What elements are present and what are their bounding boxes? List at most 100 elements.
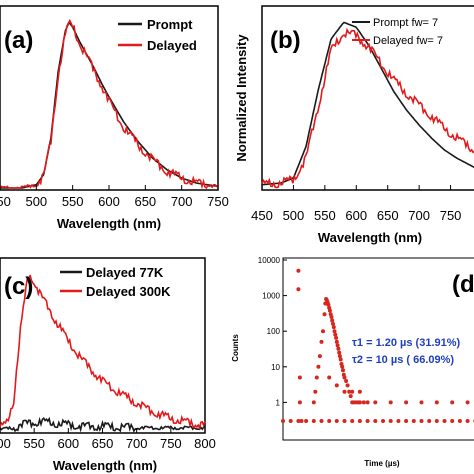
decay-point-1-11 (365, 419, 370, 423)
panel-c-series (0, 274, 206, 433)
decay-point-0-29 (335, 343, 340, 348)
decay-point-0-0 (296, 268, 301, 273)
decay-point-0-23 (331, 321, 335, 326)
panel-b-label: (b) (270, 27, 301, 54)
x-tick-label-b-5: 700 (408, 208, 430, 223)
panel-d-points (281, 268, 474, 423)
decay-point-0-3 (297, 400, 302, 405)
decay-point-1-18 (419, 419, 424, 423)
x-tick-label-c-0: 500 (0, 436, 11, 451)
decay-point-1-7 (334, 419, 339, 423)
decay-point-0-19 (327, 308, 332, 313)
decay-point-0-39 (344, 379, 349, 383)
panel-d-ylabel: Counts (231, 334, 240, 362)
legend-prompt-label: Prompt (147, 17, 193, 32)
x-tick-label-a-5: 700 (171, 194, 193, 209)
decay-point-1-4 (311, 419, 316, 423)
x-tick-label-c-1: 550 (23, 436, 45, 451)
decay-point-0-7 (314, 375, 319, 380)
decay-point-0-54 (357, 389, 362, 394)
legend-b-prompt-label: Prompt fw= 7 (373, 17, 438, 29)
panel-b-xlabel: Wavelength (nm) (318, 230, 422, 245)
x-tick-label-a-0: 450 (0, 194, 11, 209)
x-tick-label-c-2: 600 (57, 436, 79, 451)
decay-point-0-25 (332, 329, 337, 334)
y-tick-label-d-0: 1 (276, 398, 281, 407)
decay-point-1-6 (327, 419, 332, 423)
panel-a-label: (a) (4, 27, 33, 54)
decay-point-0-50 (327, 375, 332, 380)
panel-a: 450 500 550 600 650 700 750 (a) Prompt Delayed… (0, 5, 229, 231)
decay-point-1-15 (396, 419, 401, 423)
decay-point-0-26 (333, 332, 338, 337)
panel-c-x-ticks: 500 550 600 650 700 750 800 (0, 428, 216, 451)
decay-point-0-11 (321, 329, 325, 334)
x-tick-label-a-6: 750 (207, 194, 229, 209)
decay-point-1-12 (373, 419, 378, 423)
x-tick-label-c-3: 650 (92, 436, 114, 451)
decay-point-0-17 (326, 302, 331, 307)
x-tick-label-b-4: 650 (377, 208, 399, 223)
series-line-b-1 (261, 27, 474, 189)
panel-c-legend: Delayed 77K Delayed 300K (60, 265, 171, 299)
decay-point-0-24 (331, 325, 336, 330)
decay-point-0-10 (319, 339, 324, 344)
x-tick-label-b-3: 600 (345, 208, 367, 223)
decay-point-0-12 (322, 312, 327, 317)
decay-point-1-14 (388, 419, 393, 423)
panel-b-plot-area (261, 5, 474, 191)
decay-point-0-22 (330, 318, 335, 323)
x-tick-label-b-0: 450 (251, 208, 273, 223)
decay-point-1-16 (404, 419, 409, 423)
decay-point-0-49 (365, 400, 370, 405)
decay-point-1-8 (342, 419, 347, 423)
x-tick-label-b-2: 550 (314, 208, 336, 223)
panel-d-xlabel: Time (µs) (364, 459, 399, 468)
legend-c-77k-label: Delayed 77K (86, 265, 164, 280)
panel-b-legend: Prompt fw= 7 Delayed fw= 7 (352, 17, 443, 47)
decay-point-1-2 (296, 419, 301, 423)
decay-point-0-40 (345, 383, 350, 388)
x-tick-label-a-2: 550 (62, 194, 84, 209)
panel-c: 500 550 600 650 700 750 800 (c) Delayed 77K De… (0, 257, 216, 473)
decay-point-0-21 (329, 315, 334, 319)
decay-point-0-32 (337, 354, 342, 359)
decay-point-1-1 (288, 419, 293, 423)
y-tick-label-d-4: 10000 (258, 256, 281, 265)
decay-point-0-31 (337, 350, 342, 355)
decay-point-0-5 (311, 400, 316, 405)
panel-c-label: (c) (4, 273, 33, 300)
decay-point-0-56 (388, 400, 393, 405)
decay-point-0-57 (404, 400, 409, 405)
decay-point-1-9 (350, 419, 355, 423)
decay-point-0-4 (299, 419, 304, 423)
decay-point-1-3 (304, 419, 309, 423)
decay-point-0-59 (434, 400, 439, 405)
y-tick-label-d-1: 10 (271, 363, 280, 372)
decay-point-0-33 (338, 357, 343, 362)
x-tick-label-c-5: 750 (160, 436, 182, 451)
decay-point-1-0 (281, 419, 285, 423)
decay-point-0-35 (340, 364, 345, 369)
decay-point-0-52 (342, 389, 347, 394)
decay-point-0-55 (373, 400, 378, 405)
panel-a-legend: Prompt Delayed (118, 17, 197, 53)
x-tick-label-a-1: 500 (25, 194, 47, 209)
decay-point-1-23 (457, 419, 462, 423)
decay-point-0-48 (361, 400, 366, 405)
decay-point-1-10 (357, 419, 362, 423)
decay-point-0-38 (342, 375, 347, 380)
decay-point-1-19 (427, 419, 432, 423)
x-tick-label-a-4: 650 (134, 194, 156, 209)
decay-point-0-9 (317, 354, 322, 359)
panel-d: 1 10 100 1000 10000 (d Counts Time (µs) τ1 =… (231, 256, 474, 468)
legend-delayed-label: Delayed (147, 38, 197, 53)
series-line-b-0 (261, 21, 474, 186)
x-tick-label-b-6: 750 (440, 208, 462, 223)
decay-point-0-53 (350, 389, 355, 394)
x-tick-label-b-1: 500 (283, 208, 305, 223)
x-tick-label-c-4: 700 (126, 436, 148, 451)
panel-d-plot-area (282, 257, 474, 441)
decay-point-0-47 (357, 400, 362, 405)
